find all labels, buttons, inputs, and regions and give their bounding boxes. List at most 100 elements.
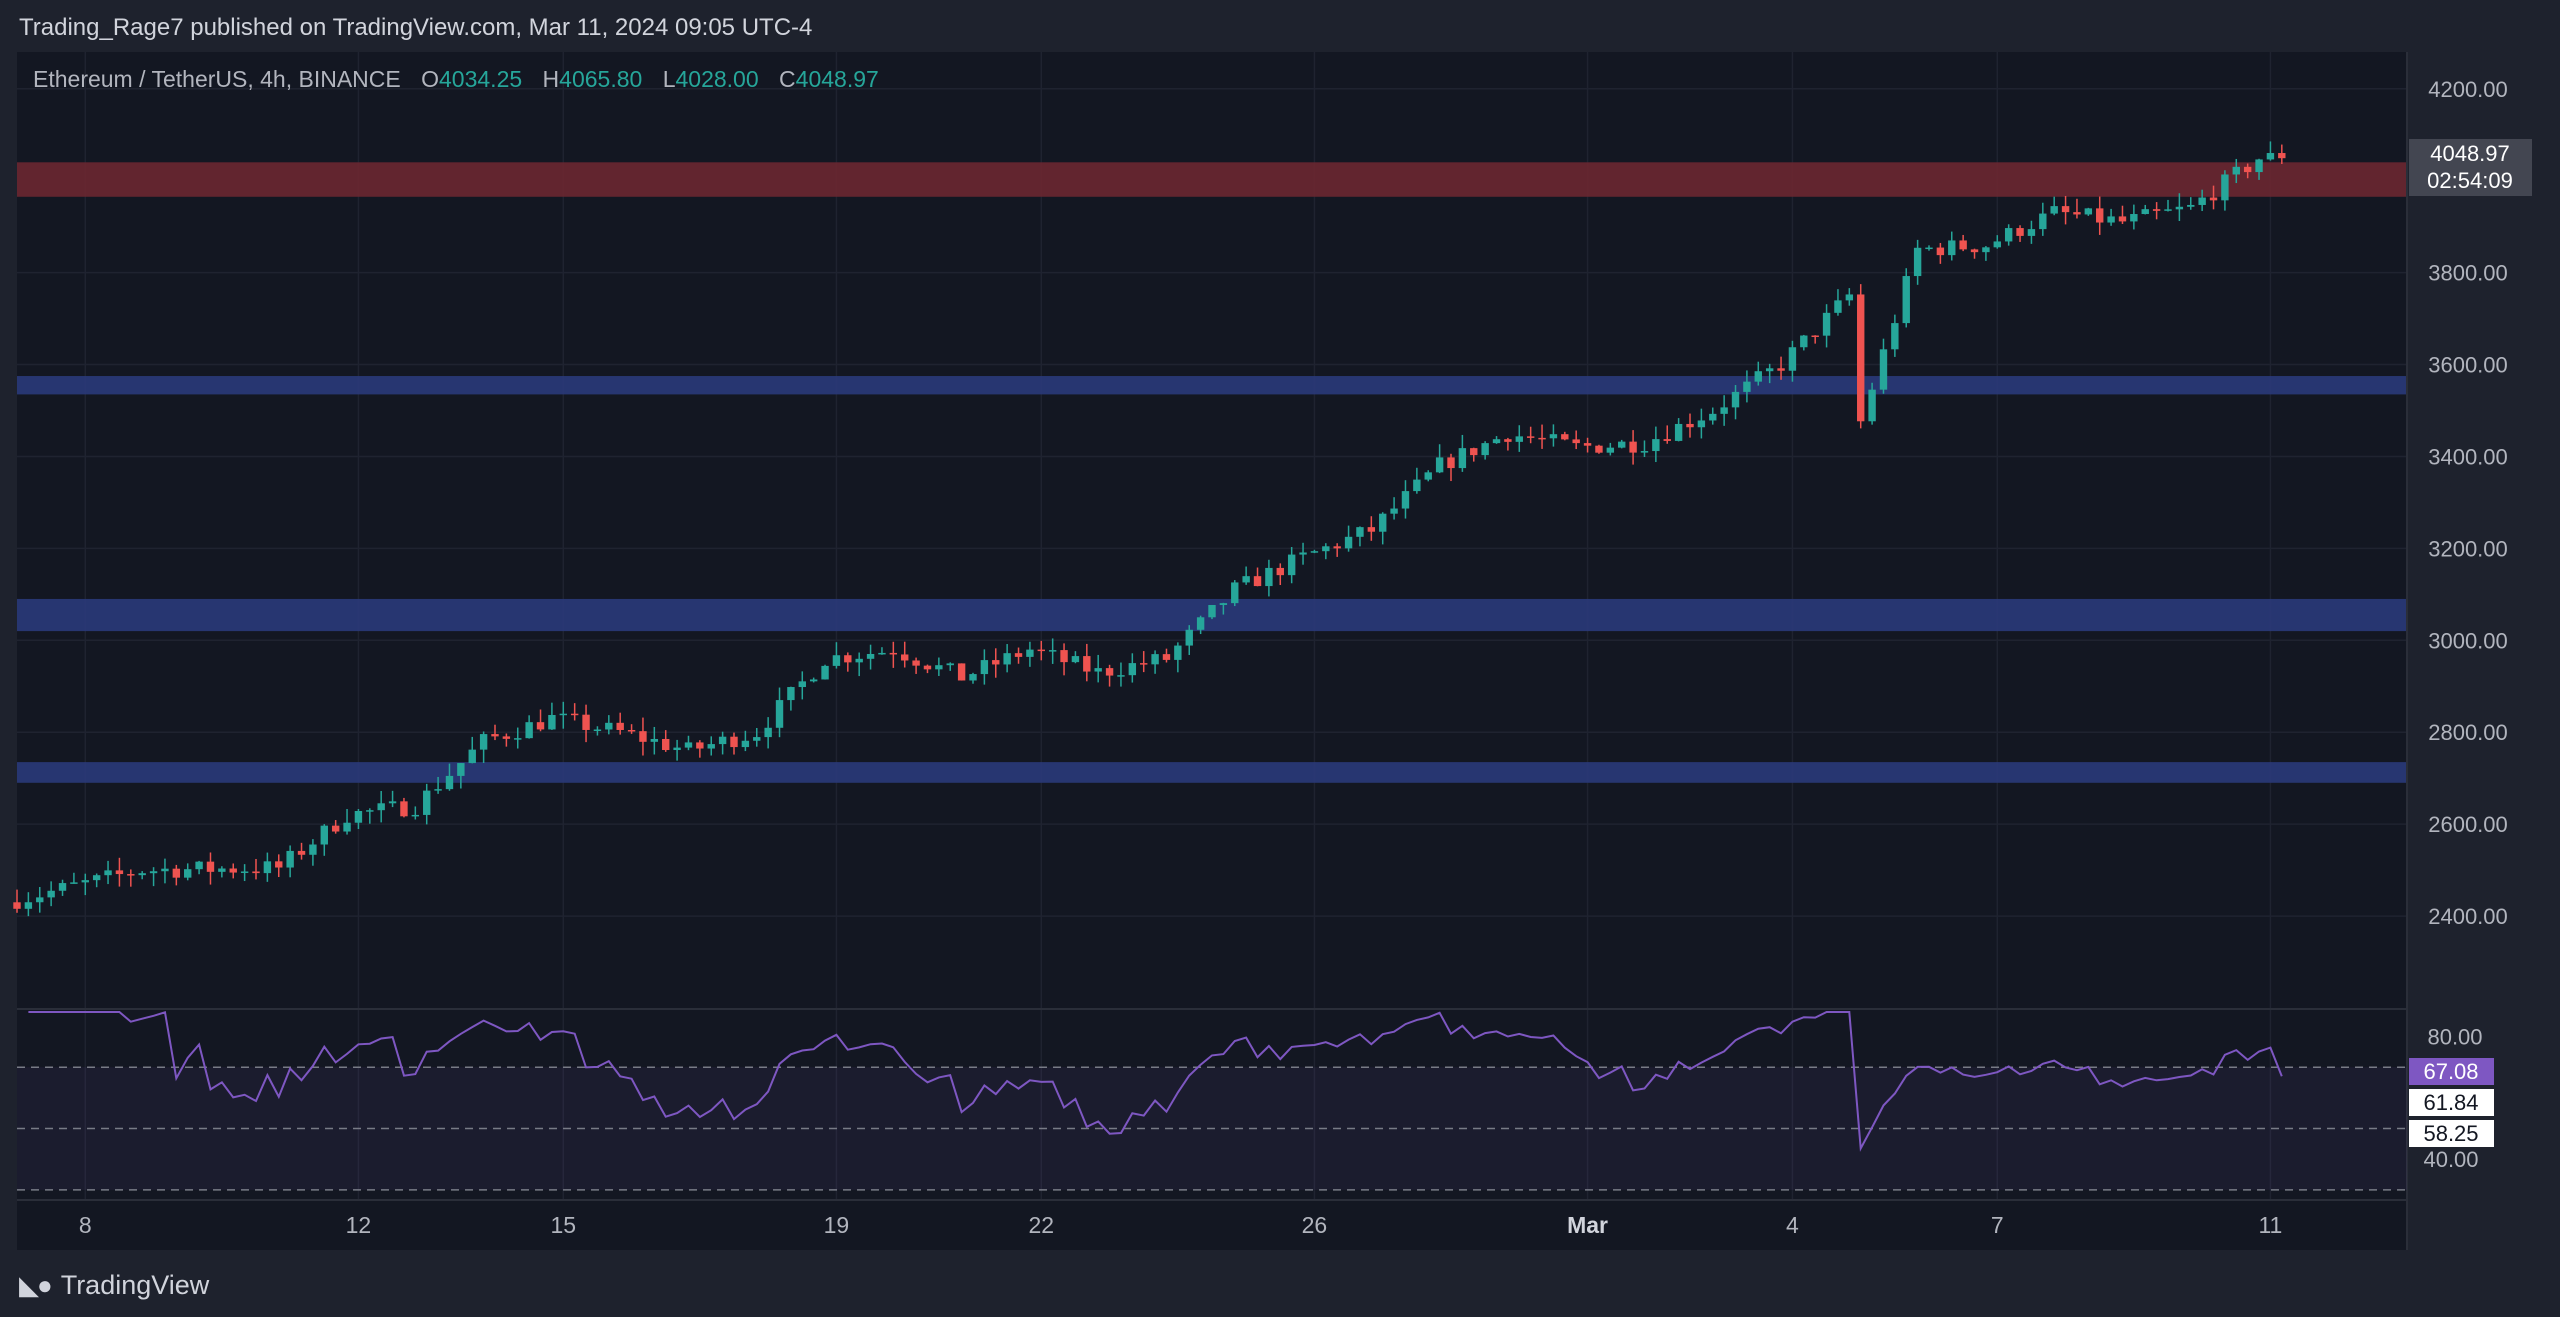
candle — [1640, 440, 1649, 457]
candle-body — [2130, 214, 2138, 222]
candle — [2141, 204, 2149, 215]
candle-body — [912, 660, 920, 666]
candle — [1128, 653, 1137, 683]
candle — [1743, 370, 1751, 403]
candle — [184, 863, 192, 881]
low-label: L — [662, 66, 676, 92]
candle-body — [832, 655, 841, 666]
high-label: H — [542, 66, 560, 92]
candle — [297, 842, 306, 860]
candle — [445, 763, 454, 791]
candle-body — [901, 654, 909, 661]
candle-body — [1447, 457, 1455, 469]
candle — [1777, 356, 1785, 380]
candle-body — [58, 883, 67, 891]
candle — [1208, 604, 1216, 620]
candle — [218, 866, 226, 878]
time-tick-label: 8 — [79, 1212, 92, 1238]
candle — [764, 717, 772, 749]
candle-body — [1219, 603, 1228, 605]
candle-body — [1674, 423, 1683, 441]
candle — [479, 731, 488, 763]
candle — [2209, 185, 2218, 210]
candle — [570, 703, 579, 721]
candle — [1219, 602, 1228, 615]
candle — [582, 704, 590, 743]
time-tick-label: 15 — [550, 1212, 576, 1238]
candle-body — [263, 861, 272, 874]
candle-body — [992, 660, 1000, 665]
candle-body — [1583, 443, 1592, 446]
candle-body — [1390, 508, 1398, 514]
candle — [92, 873, 101, 888]
candle — [286, 845, 294, 878]
candle-body — [775, 700, 784, 728]
candle-body — [627, 729, 636, 732]
candle-body — [1663, 439, 1671, 441]
candle-body — [525, 722, 533, 739]
candle — [1162, 648, 1171, 663]
candle — [1857, 284, 1865, 429]
candle — [1834, 289, 1842, 316]
candle-body — [229, 868, 237, 873]
candle-body — [240, 871, 249, 873]
candle — [616, 712, 624, 735]
candle — [149, 867, 158, 887]
candle-body — [24, 902, 33, 909]
support-zone — [17, 762, 2407, 783]
symbol-legend[interactable]: Ethereum / TetherUS, 4h, BINANCE O4034.2… — [33, 66, 879, 93]
candle-body — [1162, 654, 1171, 660]
candle-body — [1231, 582, 1239, 604]
candle — [1788, 340, 1797, 382]
candle-body — [718, 736, 727, 745]
candle-body — [866, 653, 875, 659]
candle-body — [1538, 437, 1546, 440]
candle-body — [81, 880, 89, 883]
candle-body — [70, 882, 78, 884]
candle — [2050, 196, 2058, 216]
candle-body — [2152, 209, 2161, 211]
candle-body — [1618, 441, 1626, 448]
price-axis[interactable]: 40.00 4200.00 3800.00 3600.00 3400.00 3200.00… — [2423, 77, 2507, 1172]
candle — [1344, 525, 1353, 552]
candle — [730, 732, 738, 755]
candle — [1549, 424, 1558, 447]
candle — [2039, 202, 2047, 236]
candle — [81, 873, 89, 896]
candle-body — [1322, 546, 1330, 552]
candle — [1902, 268, 1910, 328]
candle-body — [1208, 604, 1216, 618]
candle — [2004, 224, 2013, 246]
candle — [1731, 385, 1740, 420]
candle — [1686, 413, 1694, 438]
candle — [1879, 338, 1888, 394]
tradingview-footer[interactable]: ◣● TradingView — [19, 1270, 209, 1301]
candle-body — [1788, 347, 1797, 371]
candle-body — [1629, 441, 1637, 453]
candle — [1492, 436, 1501, 444]
candle — [491, 724, 499, 741]
candle — [946, 662, 954, 671]
candle — [2221, 170, 2229, 211]
candle — [957, 663, 966, 681]
candle — [2175, 193, 2184, 221]
candle — [1891, 314, 1899, 357]
candle-body — [2107, 216, 2115, 223]
candle-body — [388, 801, 397, 804]
candle — [172, 864, 181, 886]
candle — [525, 715, 533, 739]
open-label: O — [421, 66, 440, 92]
candle-body — [2187, 204, 2195, 207]
candle-body — [1595, 445, 1603, 453]
candle — [1379, 512, 1387, 545]
candle-body — [753, 737, 761, 741]
candle-body — [2232, 166, 2240, 175]
candle — [878, 647, 886, 655]
candle — [1435, 444, 1444, 474]
candle-body — [377, 803, 385, 811]
candle-body — [502, 736, 511, 739]
time-axis[interactable]: 8 12 15 19 22 26 Mar 4 7 11 — [79, 1212, 2282, 1238]
candle — [1652, 426, 1660, 463]
candle-body — [1561, 434, 1569, 440]
